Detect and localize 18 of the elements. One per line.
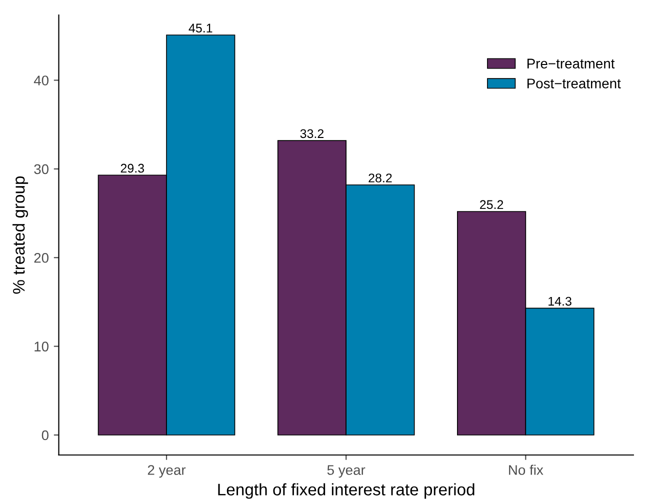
- legend-label: Pre−treatment: [527, 58, 615, 68]
- y-tick-label: 40: [34, 76, 49, 86]
- legend-label: Post−treatment: [527, 78, 621, 88]
- data-label: 33.2: [300, 129, 324, 138]
- data-label: 25.2: [480, 200, 504, 210]
- x-tick-label: 5 year: [327, 465, 366, 478]
- x-axis-title: Length of fixed interest rate preriod: [218, 483, 474, 499]
- y-tick-label: 30: [34, 164, 49, 174]
- data-label: 45.1: [188, 24, 212, 33]
- y-tick-label: 10: [34, 342, 49, 352]
- data-label: 14.3: [548, 296, 572, 306]
- x-tick-label: No fix: [509, 464, 544, 475]
- data-label: 29.3: [120, 164, 144, 173]
- x-tick-label: 2 year: [148, 465, 186, 478]
- y-tick-label: 0: [42, 430, 49, 440]
- y-tick-label: 20: [34, 252, 49, 263]
- data-label: 28.2: [368, 174, 392, 182]
- y-axis-title: % treated group: [12, 176, 28, 294]
